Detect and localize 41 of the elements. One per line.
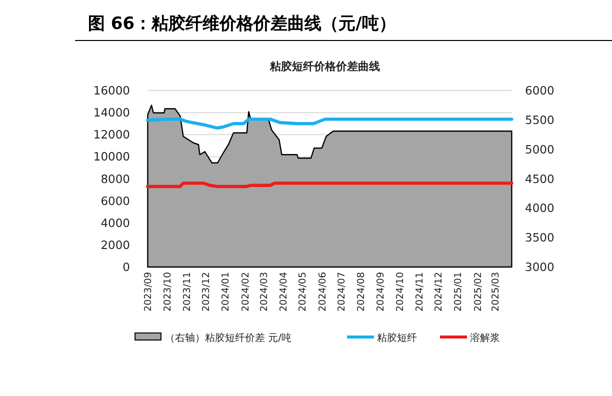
y-tick-label: 12000 <box>93 128 130 142</box>
y-tick-label: 2000 <box>100 238 130 252</box>
x-tick-label: 2024/07 <box>336 272 348 312</box>
x-tick-label: 2024/01 <box>220 272 232 312</box>
x-tick-label: 2024/06 <box>317 272 328 312</box>
line-series <box>146 118 514 130</box>
x-tick-label: 2025/01 <box>453 272 464 312</box>
legend-label: （右轴）粘胶短纤价差 元/吨 <box>165 332 292 344</box>
x-tick-label: 2024/03 <box>258 272 270 312</box>
y-tick-label: 10000 <box>93 150 130 164</box>
x-tick-label: 2024/12 <box>434 272 445 312</box>
x-tick-label: 2024/02 <box>240 272 252 312</box>
y2-tick-label: 5500 <box>525 112 554 127</box>
x-tick-label: 2024/08 <box>356 272 368 312</box>
y2-tick-label: 3000 <box>525 260 554 274</box>
legend-label: 粘胶短纤 <box>377 332 417 344</box>
x-tick-label: 2023/09 <box>143 272 154 312</box>
y2-tick-label: 5000 <box>525 142 554 156</box>
y-tick-label: 4000 <box>100 216 130 230</box>
y2-tick-label: 6000 <box>525 84 554 98</box>
x-tick-label: 2024/05 <box>298 272 309 312</box>
x-tick-label: 2024/09 <box>376 272 387 312</box>
y2-tick-label: 4000 <box>525 201 554 216</box>
x-tick-label: 2024/04 <box>278 272 290 312</box>
x-tick-label: 2025/02 <box>472 272 484 312</box>
x-tick-label: 2024/11 <box>414 272 426 312</box>
y-tick-label: 0 <box>122 260 130 274</box>
y2-tick-label: 4500 <box>525 172 554 186</box>
y-tick-label: 16000 <box>93 84 130 98</box>
y-tick-label: 8000 <box>100 172 130 186</box>
y-tick-label: 14000 <box>93 106 130 120</box>
y2-tick-label: 3500 <box>525 230 554 245</box>
chart-title: 图 66：粘胶纤维价格价差曲线（元/吨） <box>88 14 396 34</box>
x-tick-label: 2025/03 <box>490 272 502 312</box>
x-tick-label: 2024/10 <box>394 272 406 312</box>
chart-subtitle: 粘胶短纤价格价差曲线 <box>269 60 380 73</box>
legend-label: 溶解浆 <box>470 332 500 344</box>
x-tick-label: 2023/11 <box>182 272 193 312</box>
x-tick-label: 2023/10 <box>162 272 174 312</box>
y-tick-label: 6000 <box>100 194 130 208</box>
x-tick-label: 2023/12 <box>201 272 212 312</box>
